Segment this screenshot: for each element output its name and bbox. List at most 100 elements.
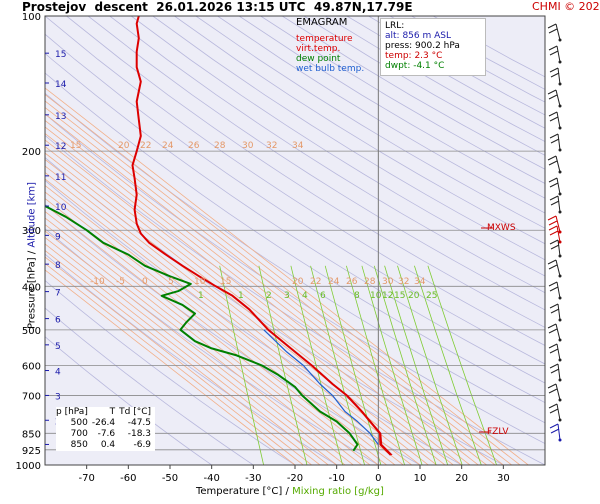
- lrl-temp: temp: 2.3 °C: [385, 51, 481, 61]
- table-header: p [hPa]: [56, 407, 92, 418]
- moist-adiabat-label: 34: [414, 277, 426, 287]
- table-header: T: [92, 407, 119, 418]
- wind-barb-dot: [559, 211, 562, 214]
- x-tick-label: -50: [162, 473, 178, 484]
- moist-adiabat-label: 26: [188, 141, 200, 151]
- sounding-table: p [hPa] T Td [°C] 500 -26.4 -47.5 700 -7…: [56, 407, 155, 451]
- wind-barb-flag: [550, 68, 558, 72]
- wind-barb-flag: [549, 344, 557, 348]
- altitude-tick-label: 6: [55, 316, 61, 326]
- altitude-tick-label: 15: [55, 50, 66, 60]
- x-tick-label: -60: [120, 473, 136, 484]
- legend-item-virt-temp: virt.temp.: [296, 44, 364, 54]
- x-tick-label: -40: [203, 473, 219, 484]
- y-tick-label: 925: [22, 446, 41, 457]
- x-axis-temp-label: Temperature [°C]: [196, 486, 282, 497]
- table-row: 850 0.4 -6.9: [56, 440, 155, 451]
- wind-barb-dot: [559, 275, 562, 278]
- wind-barb-flag: [551, 245, 559, 249]
- moist-adiabat-label: 20: [292, 277, 304, 287]
- wind-barb-dot: [559, 297, 562, 300]
- mixing-ratio-label: 1: [238, 291, 244, 301]
- altitude-tick-label: 9: [55, 232, 61, 242]
- x-tick-label: -30: [245, 473, 261, 484]
- wind-barb-staff: [558, 364, 560, 380]
- mixing-ratio-label: 6: [320, 291, 326, 301]
- table-header: Td [°C]: [119, 407, 155, 418]
- altitude-tick-label: 13: [55, 112, 66, 122]
- wind-barb-staff: [557, 112, 560, 128]
- wind-barb-flag: [549, 178, 557, 182]
- moist-adiabat-label: 15: [220, 277, 231, 287]
- wind-barb-flag: [550, 117, 558, 121]
- mixing-ratio-label: 4: [302, 291, 308, 301]
- wind-barb-staff: [558, 68, 560, 84]
- table-cell: 700: [56, 429, 92, 440]
- x-tick-label: 30: [497, 473, 510, 484]
- x-tick-label: 0: [375, 473, 381, 484]
- wind-barb-flag: [551, 139, 559, 143]
- wind-barb-staff: [557, 404, 560, 420]
- wind-barb-staff: [556, 324, 560, 340]
- wind-barb-flag: [549, 95, 557, 99]
- x-axis-label: Temperature [°C] / Mixing ratio [g/kg]: [196, 486, 384, 497]
- wind-barb-staff: [556, 384, 560, 400]
- mixing-ratio-label: 2: [266, 291, 272, 301]
- lrl-alt: alt: 856 m ASL: [385, 31, 481, 41]
- wind-barb-staff: [558, 304, 560, 320]
- wind-barb-flag: [550, 183, 558, 187]
- y-tick-label: 1000: [16, 461, 41, 472]
- moist-adiabat-label: 32: [266, 141, 277, 151]
- table-cell: -47.5: [119, 418, 155, 429]
- wind-barb-flag: [549, 29, 557, 33]
- wind-barb-staff: [558, 134, 560, 150]
- wind-barb-dot: [559, 231, 562, 234]
- table-cell: 0.4: [92, 440, 119, 451]
- wind-barb-dot: [559, 359, 562, 362]
- table-cell: -7.6: [92, 429, 119, 440]
- table-cell: -26.4: [92, 418, 119, 429]
- wind-barb-flag: [550, 240, 558, 244]
- wind-barb-flag: [550, 134, 558, 138]
- x-tick-label: 10: [414, 473, 427, 484]
- moist-adiabat-label: 22: [310, 277, 321, 287]
- mixing-ratio-label: 12: [382, 291, 393, 301]
- wind-barb-flag: [548, 260, 556, 264]
- wind-barb-flag: [548, 216, 556, 220]
- lrl-press: press: 900.2 hPa: [385, 41, 481, 51]
- wind-barb-flag: [550, 231, 558, 235]
- wind-barb-staff: [558, 196, 560, 212]
- altitude-tick-label: 10: [55, 203, 67, 213]
- table-header-row: p [hPa] T Td [°C]: [56, 407, 155, 418]
- mixing-ratio-label: 1: [198, 291, 204, 301]
- wind-barb-flag: [549, 226, 557, 230]
- wind-barb-dot: [559, 241, 562, 244]
- wind-barb-staff: [556, 90, 560, 106]
- wind-barb-flag: [551, 309, 559, 313]
- altitude-tick-label: 4: [55, 368, 61, 378]
- mixing-ratio-label: 20: [408, 291, 420, 301]
- wind-barb-flag: [550, 304, 558, 308]
- moist-adiabat-label: 26: [346, 277, 358, 287]
- wind-barb-flag: [551, 429, 559, 433]
- table-row: 700 -7.6 -18.3: [56, 429, 155, 440]
- wind-barb-flag: [548, 384, 556, 388]
- wind-barb-flag: [548, 324, 556, 328]
- table-row: 500 -26.4 -47.5: [56, 418, 155, 429]
- wind-barb-staff: [556, 24, 560, 40]
- wind-barb-dot: [559, 171, 562, 174]
- x-tick-label: -70: [78, 473, 94, 484]
- mxws-marker: MXWS: [487, 223, 516, 233]
- fzlv-marker: FZLV: [487, 427, 509, 437]
- moist-adiabat-label: 10: [194, 277, 206, 287]
- y-axis-sep: /: [27, 251, 38, 254]
- x-tick-label: 20: [455, 473, 468, 484]
- mixing-ratio-label: 15: [394, 291, 405, 301]
- y-tick-label: 200: [22, 147, 41, 158]
- altitude-tick-label: 5: [55, 342, 61, 352]
- wind-barb-dot: [559, 39, 562, 42]
- moist-adiabat-label: -10: [90, 277, 105, 287]
- mixing-ratio-label: 25: [426, 291, 437, 301]
- wind-barb-dot: [559, 255, 562, 258]
